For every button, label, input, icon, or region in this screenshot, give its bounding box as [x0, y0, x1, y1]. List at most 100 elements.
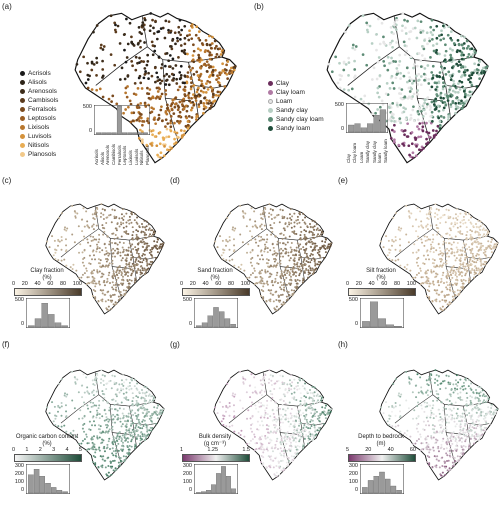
sample-point — [457, 436, 460, 439]
sample-point — [293, 257, 296, 260]
sample-point — [228, 402, 231, 405]
sample-point — [394, 378, 397, 381]
sample-point — [140, 272, 143, 275]
sample-point — [172, 112, 176, 115]
sample-point — [416, 207, 419, 210]
sample-point — [380, 21, 384, 25]
sample-point — [303, 251, 306, 254]
sample-point — [462, 261, 465, 264]
sample-point — [122, 416, 125, 419]
sample-point — [490, 247, 493, 250]
sample-point — [455, 412, 458, 415]
sample-point — [449, 105, 453, 109]
sample-point — [494, 247, 497, 250]
sample-point — [296, 388, 299, 391]
sample-point — [179, 120, 182, 123]
sample-point — [272, 412, 275, 415]
sample-point — [163, 144, 166, 148]
sample-point — [146, 428, 149, 431]
sample-point — [470, 263, 473, 266]
sample-point — [481, 394, 484, 397]
sample-point — [130, 265, 133, 268]
sample-point — [108, 380, 111, 383]
sample-point — [417, 401, 420, 404]
sample-point — [361, 53, 365, 56]
sample-point — [405, 204, 408, 207]
sample-point — [117, 449, 120, 452]
sample-point — [426, 42, 429, 46]
sample-point — [447, 25, 451, 29]
sample-point — [92, 223, 95, 226]
sample-point — [291, 396, 294, 399]
sample-point — [177, 114, 181, 118]
sample-point — [303, 417, 306, 420]
sample-point — [300, 422, 303, 425]
sample-point — [400, 393, 403, 396]
sample-point — [155, 144, 159, 148]
sample-point — [94, 377, 97, 380]
sample-point — [95, 224, 98, 227]
sample-point — [111, 94, 115, 98]
sample-point — [420, 238, 423, 241]
sample-point — [122, 384, 125, 387]
sample-point — [94, 375, 97, 378]
sample-point — [65, 430, 68, 433]
sample-point — [412, 276, 415, 279]
sample-point — [125, 391, 128, 394]
sample-point — [403, 133, 406, 137]
sample-point — [282, 242, 285, 245]
sample-point — [120, 213, 123, 216]
sample-point — [86, 442, 89, 445]
sample-point — [123, 460, 126, 463]
sample-point — [159, 156, 163, 160]
sample-point — [471, 252, 474, 255]
sample-point — [466, 270, 468, 273]
sample-point — [430, 100, 434, 104]
sample-point — [137, 252, 140, 255]
sample-point — [139, 81, 143, 85]
sample-point — [228, 236, 231, 239]
sample-point — [385, 82, 389, 85]
sample-point — [228, 71, 231, 75]
sample-point — [266, 233, 269, 236]
sample-point — [441, 87, 445, 91]
sample-point — [420, 109, 423, 113]
sample-point — [135, 229, 138, 232]
sample-point — [139, 427, 142, 430]
sample-point — [262, 377, 265, 380]
panel-label-a: (a) — [2, 2, 12, 11]
sample-point — [446, 99, 450, 102]
sample-point — [305, 252, 308, 255]
sample-point — [447, 209, 450, 212]
sample-point — [177, 55, 180, 59]
sample-point — [110, 415, 113, 418]
sample-point — [111, 275, 114, 278]
sample-point — [286, 225, 289, 228]
sample-point — [464, 431, 467, 434]
sample-point — [131, 237, 134, 240]
sample-point — [151, 256, 154, 259]
sample-point — [438, 123, 442, 127]
sample-point — [484, 429, 487, 432]
sample-point — [449, 216, 452, 219]
sample-point — [440, 417, 443, 420]
sample-point — [264, 374, 267, 376]
sample-point — [103, 284, 106, 287]
sample-point — [83, 414, 86, 417]
sample-point — [487, 406, 490, 409]
sample-point — [439, 307, 442, 310]
sample-point — [480, 71, 483, 75]
sample-point — [460, 53, 463, 57]
sample-point — [141, 120, 144, 123]
sample-point — [156, 247, 159, 250]
sample-point — [281, 403, 284, 406]
sample-point — [291, 230, 294, 233]
sample-point — [216, 246, 219, 249]
sample-point — [143, 233, 146, 236]
sample-point — [164, 118, 168, 122]
sample-point — [215, 53, 219, 56]
sample-point — [266, 280, 269, 283]
sample-point — [149, 399, 152, 402]
sample-point — [391, 238, 394, 241]
sample-point — [442, 240, 445, 243]
